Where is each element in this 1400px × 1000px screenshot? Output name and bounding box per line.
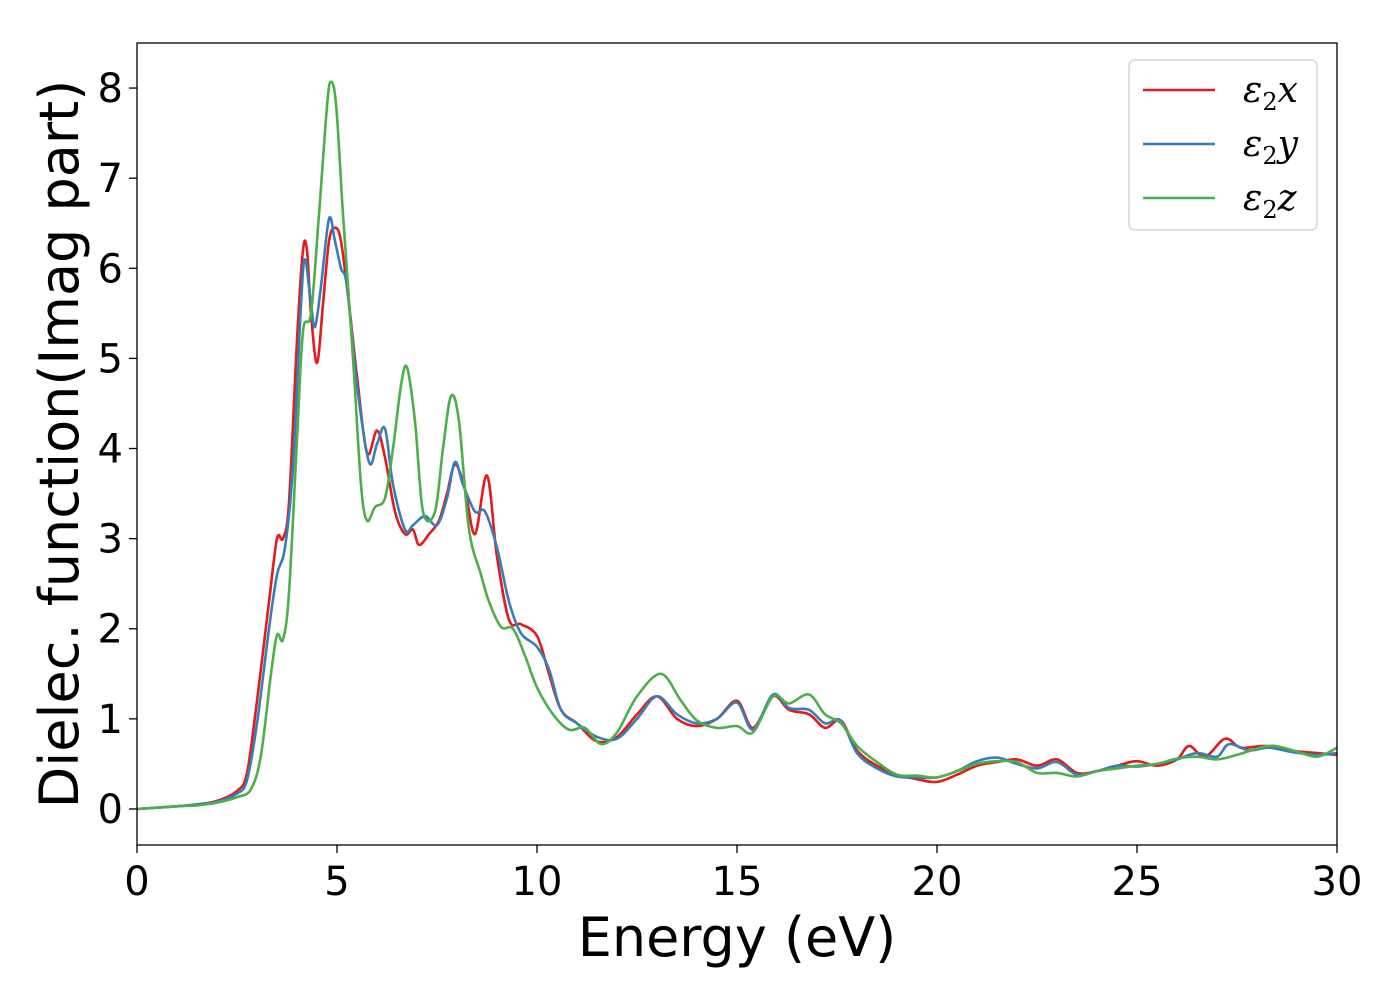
legend-box <box>1128 59 1318 231</box>
x-tick-label: 10 <box>512 859 563 905</box>
y-tick-label: 5 <box>98 336 123 382</box>
y-tick-label: 8 <box>98 66 123 112</box>
x-tick-label: 0 <box>124 859 149 905</box>
y-tick-label: 0 <box>98 787 123 833</box>
series-line-2 <box>136 215 1338 811</box>
y-axis: 0 1 2 3 4 5 6 7 8 <box>98 66 137 833</box>
y-tick-label: 2 <box>98 607 123 653</box>
y-tick-label: 1 <box>98 697 123 743</box>
legend-label-3: ε2z <box>1243 178 1298 224</box>
series-line-3 <box>136 80 1338 811</box>
y-tick-label: 6 <box>98 246 123 292</box>
x-tick-label: 15 <box>712 859 763 905</box>
x-tick-label: 20 <box>912 859 963 905</box>
x-axis-label: Energy (eV) <box>578 906 897 969</box>
y-axis-label: Dielec. function(Imag part) <box>28 80 91 809</box>
y-tick-label: 4 <box>98 427 123 473</box>
legend-label-2: ε2y <box>1243 124 1299 170</box>
x-tick-label: 30 <box>1312 859 1363 905</box>
x-tick-label: 25 <box>1112 859 1163 905</box>
series-layer <box>136 80 1338 811</box>
x-axis: 0 5 10 15 20 25 30 <box>124 845 1362 905</box>
y-tick-label: 7 <box>98 156 123 202</box>
legend-label-1: ε2x <box>1243 70 1298 116</box>
legend: ε2x ε2y ε2z <box>1128 59 1318 231</box>
y-tick-label: 3 <box>98 517 123 563</box>
x-tick-label: 5 <box>324 859 349 905</box>
